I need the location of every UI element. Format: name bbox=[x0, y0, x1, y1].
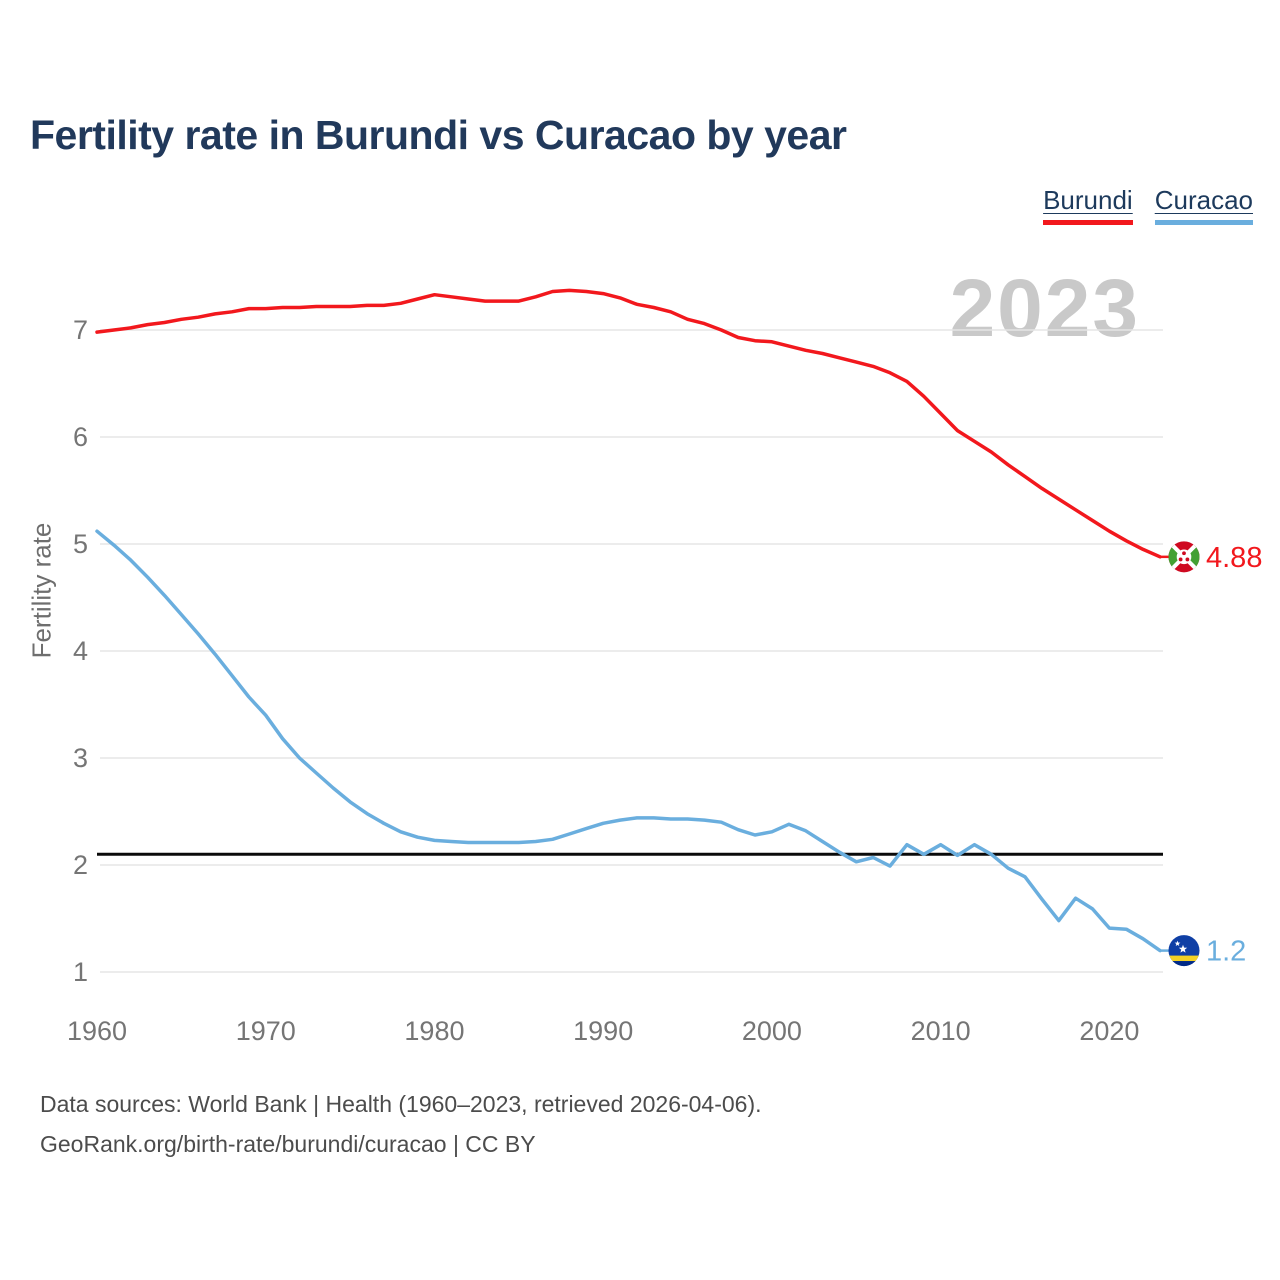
y-tick-label: 4 bbox=[73, 636, 88, 666]
x-tick-label: 2010 bbox=[911, 1016, 971, 1046]
page-title: Fertility rate in Burundi vs Curacao by … bbox=[30, 112, 847, 158]
watermark-year: 2023 bbox=[949, 263, 1140, 354]
legend-item-burundi[interactable]: Burundi bbox=[1043, 185, 1133, 225]
series-line-curacao bbox=[95, 529, 1162, 953]
legend-swatch-burundi bbox=[1043, 220, 1133, 225]
legend-swatch-curacao bbox=[1154, 220, 1253, 225]
legend-item-curacao[interactable]: Curacao bbox=[1154, 185, 1253, 225]
burundi-flag-icon bbox=[1168, 541, 1200, 573]
series-line-burundi bbox=[95, 288, 1162, 559]
end-value-label-curacao: 1.2 bbox=[1206, 936, 1246, 968]
x-tick-label: 2000 bbox=[742, 1016, 802, 1046]
footer: Data sources: World Bank | Health (1960–… bbox=[40, 1084, 762, 1165]
y-tick-label: 1 bbox=[73, 957, 88, 987]
x-tick-label: 1970 bbox=[236, 1016, 296, 1046]
end-value-label-burundi: 4.88 bbox=[1206, 542, 1262, 574]
x-tick-label: 1980 bbox=[404, 1016, 464, 1046]
x-tick-label: 1960 bbox=[67, 1016, 127, 1046]
x-tick-label: 1990 bbox=[573, 1016, 633, 1046]
y-tick-label: 2 bbox=[73, 850, 88, 880]
y-tick-label: 6 bbox=[73, 422, 88, 452]
legend-label-burundi: Burundi bbox=[1043, 185, 1133, 215]
y-tick-label: 3 bbox=[73, 743, 88, 773]
legend-label-curacao: Curacao bbox=[1154, 185, 1253, 215]
x-tick-label: 2020 bbox=[1079, 1016, 1139, 1046]
y-tick-label: 5 bbox=[73, 529, 88, 559]
curacao-flag-icon bbox=[1168, 935, 1200, 967]
footer-sources: Data sources: World Bank | Health (1960–… bbox=[40, 1091, 762, 1117]
footer-attribution: GeoRank.org/birth-rate/burundi/curacao |… bbox=[40, 1131, 536, 1158]
legend: Burundi Curacao bbox=[1043, 185, 1253, 225]
y-tick-label: 7 bbox=[73, 315, 88, 345]
